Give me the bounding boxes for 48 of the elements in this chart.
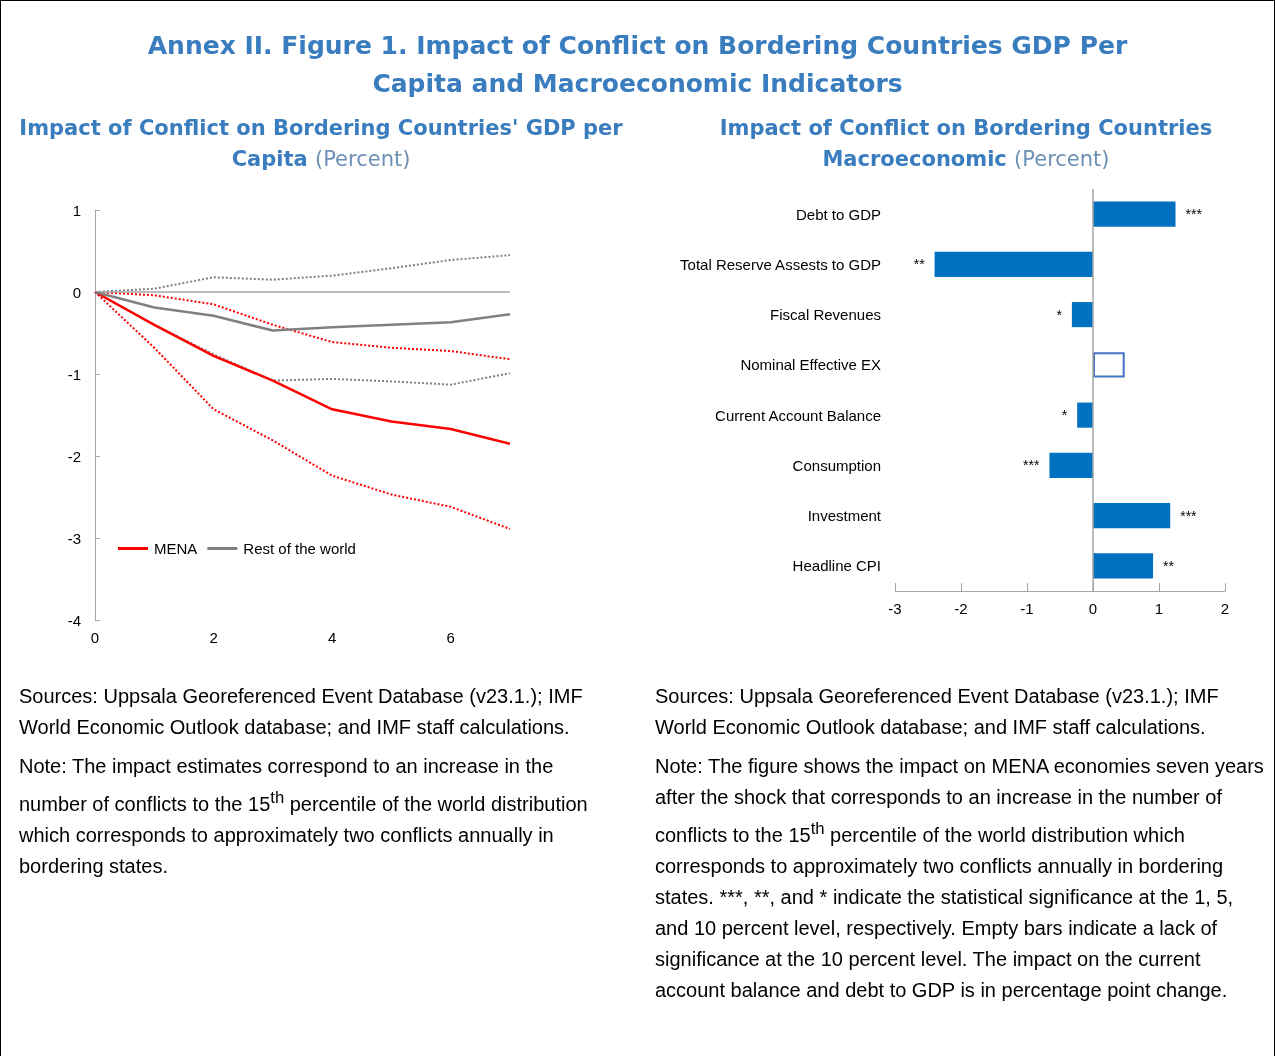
y-tick-label: 1 (72, 201, 81, 219)
y-tick-label: Investment (807, 507, 882, 525)
y-tick-label: -1 (67, 365, 81, 383)
source-note: Sources: Uppsala Georeferenced Event Database (v23.1.); IMF World Economic Outlook database; and IMF staff calculations. (19, 684, 584, 740)
bar (1049, 452, 1093, 478)
bar (1093, 503, 1171, 529)
y-tick-label: Current Account Balance (715, 406, 881, 424)
y-tick-label: Fiscal Revenues (770, 306, 881, 324)
y-tick-label: Headline CPI (792, 557, 881, 575)
y-tick-label: -4 (67, 611, 81, 629)
y-tick-label: Consumption (792, 456, 881, 474)
source-note: Sources: Uppsala Georeferenced Event Database (v23.1.); IMF World Economic Outlook database; and IMF staff calculations. (655, 684, 1220, 740)
text: Note: The impact estimates correspond to an increase in the number of conflicts to the 15$^{th}$ percentile of the world distribution which corresponds to approximately two conflicts annually in bordering states. (19, 754, 589, 879)
y-tick-label: Nominal Effective EX (740, 356, 881, 374)
x-tick-label: 2 (209, 629, 218, 646)
data-label: *** (1180, 507, 1198, 524)
x-tick-label: -1 (1020, 600, 1034, 617)
x-tick-label: 4 (327, 629, 337, 646)
x-tick-label: 0 (90, 629, 100, 646)
x-tick-label: -2 (954, 600, 968, 617)
data-label: ** (1163, 557, 1175, 574)
bar (1077, 402, 1093, 428)
y-tick-label: -3 (67, 529, 81, 547)
chart-subtitle: (Percent) (314, 147, 411, 171)
x-tick-label: 0 (1088, 600, 1098, 617)
legend-label: MENA (154, 540, 198, 557)
data-label: * (1061, 407, 1068, 424)
y-tick-label: Debt to GDP (795, 205, 881, 223)
text: Note: The figure shows the impact on MENA economies seven years after the shock that corresponds to an increase in the number of conflicts to the 15$^{th}$ percentile of the world distribution which corresponds to approximately two conflicts annually in bordering states. ***, **, and * indicate the statistical significance at the 1, 5, and 10 percent level, respectively. Empty bars indicate a lack of significance at the 10 percent level. The impact on the current account balance and debt to GDP is in percentage point change. (655, 755, 1264, 1001)
x-tick-label: 2 (1220, 600, 1230, 617)
data-label: ** (913, 256, 926, 273)
bar (1093, 553, 1154, 579)
bar (1093, 201, 1176, 227)
x-tick-label: 6 (446, 629, 455, 646)
x-tick-label: 1 (1154, 600, 1164, 617)
bar (1071, 302, 1093, 328)
bar (1093, 352, 1125, 378)
data-label: *** (1185, 206, 1203, 223)
data-label: *** (1023, 457, 1040, 474)
bar (934, 251, 1093, 277)
x-tick-label: -3 (888, 600, 902, 617)
legend-label: Rest of the world (243, 540, 356, 557)
y-tick-label: -2 (67, 447, 81, 465)
y-tick-label: Total Reserve Assests to GDP (680, 255, 881, 273)
data-label: * (1056, 306, 1063, 323)
text: Annex II. Figure 1. Impact of Conflict on Bordering Countries GDP Per Capita and Macroeconomic Indicators (146, 30, 1129, 100)
y-tick-label: 0 (72, 283, 81, 301)
chart-subtitle: (Percent) (1014, 147, 1110, 171)
